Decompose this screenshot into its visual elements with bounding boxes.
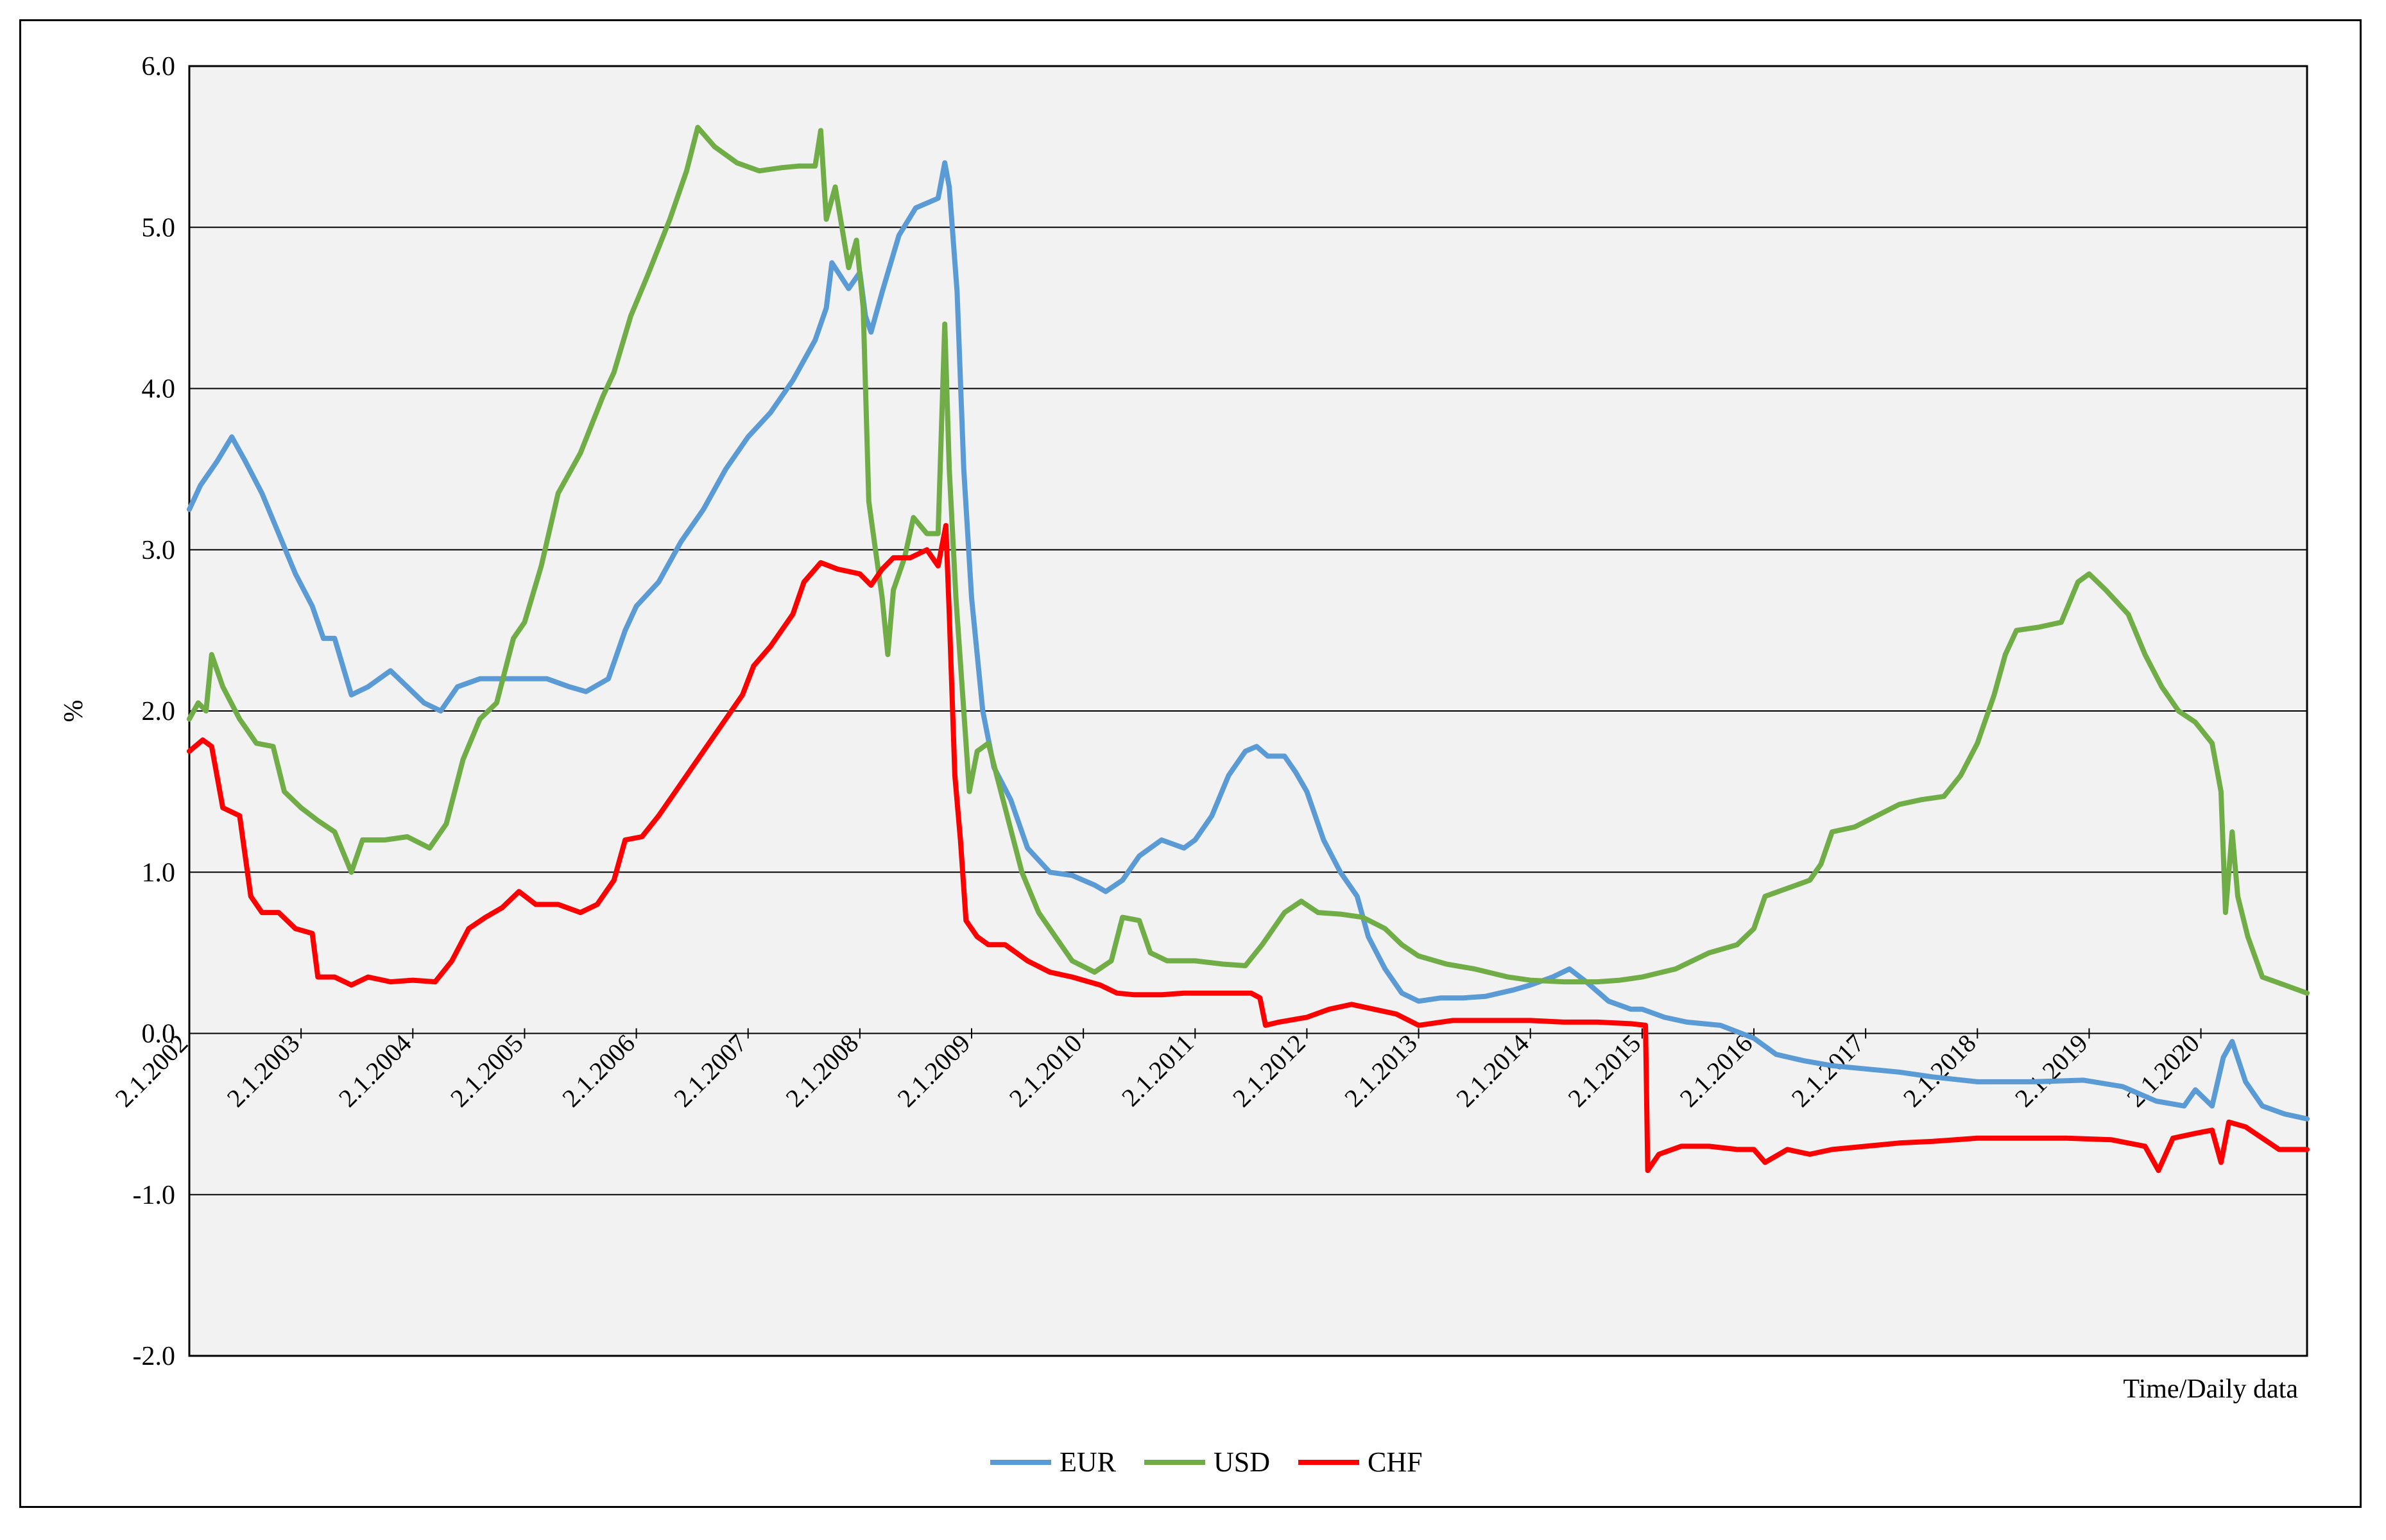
y-tick-label: -2.0 [133,1342,176,1371]
y-tick-label: 6.0 [142,52,176,81]
gridlines [189,227,2307,1195]
y-tick-label: 4.0 [142,375,176,404]
y-tick-label: 2.0 [142,697,176,726]
legend-label-eur: EUR [1060,1446,1117,1478]
legend-label-chf: CHF [1368,1446,1423,1478]
y-tick-label: -1.0 [133,1181,176,1210]
legend-label-usd: USD [1214,1446,1270,1478]
y-tick-label: 1.0 [142,858,176,887]
y-axis-title: % [59,700,89,723]
series-line-chf [187,523,2310,1174]
y-tick-label: 0.0 [142,1020,176,1049]
y-tick-label: 3.0 [142,536,176,565]
chart-frame: 6.0 5.0 4.0 3.0 2.0 1.0 0.0 -1.0 -2.0 2.1.2002 2.… [19,19,2362,1508]
y-axis-ticks: 6.0 5.0 4.0 3.0 2.0 1.0 0.0 -1.0 -2.0 [133,52,176,1371]
line-chart: 6.05.04.03.02.01.00.0-1.0-2.0 2.1.2002 2.… [59,52,2310,1478]
series-lines [187,124,2310,1174]
series-line-eur [187,160,2310,1122]
series-line-usd [187,124,2310,996]
y-tick-label: 5.0 [142,213,176,243]
legend: EUR USD CHF [990,1446,1423,1478]
x-axis-title: Time/Daily data [2123,1374,2298,1404]
